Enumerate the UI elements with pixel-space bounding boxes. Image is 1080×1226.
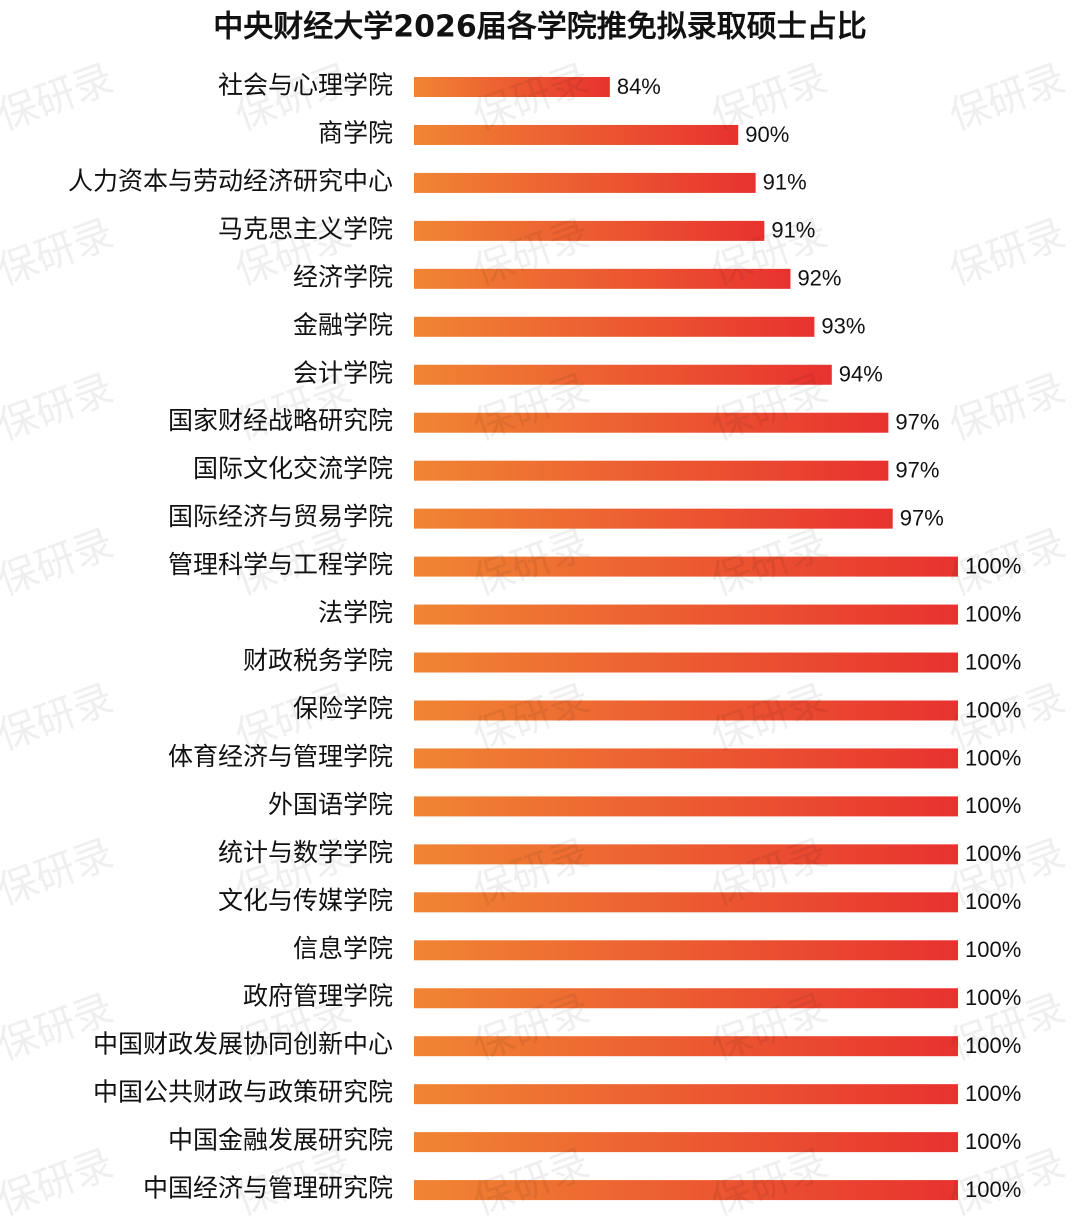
value-label: 92% — [797, 266, 841, 291]
value-label: 100% — [965, 745, 1021, 770]
value-label: 100% — [965, 985, 1021, 1010]
value-label: 100% — [965, 1129, 1021, 1154]
category-label: 文化与传媒学院 — [218, 886, 393, 915]
value-label: 100% — [965, 1177, 1021, 1202]
watermark: 保研录 — [705, 676, 833, 760]
category-label: 中国财政发展协同创新中心 — [93, 1030, 393, 1059]
bar — [414, 940, 958, 961]
value-label: 97% — [900, 505, 944, 530]
category-label: 经济学院 — [293, 262, 393, 291]
category-label: 信息学院 — [293, 934, 393, 963]
bar — [414, 1084, 958, 1105]
value-label: 93% — [821, 314, 865, 339]
value-label: 100% — [965, 553, 1021, 578]
bar — [414, 412, 889, 433]
category-label: 会计学院 — [293, 358, 393, 387]
category-label: 人力资本与劳动经济研究中心 — [68, 166, 393, 195]
category-label: 社会与心理学院 — [218, 71, 393, 100]
watermark: 保研录 — [705, 1141, 833, 1225]
category-label: 中国经济与管理研究院 — [143, 1174, 393, 1203]
category-label: 金融学院 — [293, 310, 393, 339]
bar — [414, 220, 765, 241]
category-label: 马克思主义学院 — [218, 214, 393, 243]
watermark: 保研录 — [0, 831, 120, 915]
watermark: 保研录 — [0, 1141, 120, 1225]
bar — [414, 124, 739, 145]
bar — [414, 460, 889, 481]
value-label: 100% — [965, 601, 1021, 626]
bar — [414, 892, 958, 913]
category-label: 财政税务学院 — [243, 646, 393, 675]
value-label: 100% — [965, 937, 1021, 962]
bar — [414, 77, 610, 97]
category-label: 外国语学院 — [268, 790, 393, 819]
watermark: 保研录 — [943, 56, 1071, 140]
value-label: 90% — [745, 122, 789, 147]
bar — [414, 364, 832, 385]
value-label: 100% — [965, 1081, 1021, 1106]
category-label: 中国公共财政与政策研究院 — [93, 1078, 393, 1107]
watermark: 保研录 — [229, 521, 357, 605]
bar — [414, 700, 958, 721]
watermark: 保研录 — [705, 521, 833, 605]
value-label: 100% — [965, 649, 1021, 674]
watermark: 保研录 — [0, 366, 120, 450]
bar — [414, 316, 815, 337]
watermark: 保研录 — [0, 521, 120, 605]
bar — [414, 652, 958, 673]
watermark: 保研录 — [0, 676, 120, 760]
value-label: 97% — [895, 410, 939, 435]
value-label: 100% — [965, 889, 1021, 914]
watermark: 保研录 — [943, 521, 1071, 605]
value-label: 100% — [965, 697, 1021, 722]
category-label: 体育经济与管理学院 — [168, 742, 393, 771]
category-label: 管理科学与工程学院 — [168, 550, 393, 579]
value-label: 100% — [965, 841, 1021, 866]
bar — [414, 988, 958, 1009]
value-label: 97% — [895, 457, 939, 482]
watermark: 保研录 — [467, 676, 595, 760]
category-label: 中国金融发展研究院 — [168, 1126, 393, 1155]
category-label: 政府管理学院 — [243, 982, 393, 1011]
watermark: 保研录 — [943, 366, 1071, 450]
value-label: 91% — [763, 170, 807, 195]
value-label: 100% — [965, 793, 1021, 818]
watermark: 保研录 — [0, 56, 120, 140]
bar — [414, 748, 958, 769]
category-label: 国际文化交流学院 — [193, 454, 393, 483]
value-label: 91% — [771, 218, 815, 243]
bar — [414, 268, 791, 289]
category-label: 保险学院 — [293, 694, 393, 723]
bar — [414, 556, 958, 577]
value-label: 100% — [965, 1033, 1021, 1058]
bar — [414, 604, 958, 625]
category-label: 国家财经战略研究院 — [168, 406, 393, 435]
category-label: 国际经济与贸易学院 — [168, 502, 393, 531]
bar — [414, 844, 958, 865]
watermark: 保研录 — [943, 211, 1071, 295]
category-label: 统计与数学学院 — [218, 838, 393, 867]
category-label: 商学院 — [318, 118, 393, 147]
bar — [414, 796, 958, 817]
chart-title: 中央财经大学2026届各学院推免拟录取硕士占比 — [213, 10, 867, 45]
value-label: 94% — [839, 362, 883, 387]
watermark: 保研录 — [0, 211, 120, 295]
bar — [414, 172, 756, 193]
value-label: 84% — [617, 74, 661, 99]
bar — [414, 508, 893, 529]
bar — [414, 1132, 958, 1153]
category-label: 法学院 — [318, 598, 393, 627]
bar — [414, 1180, 958, 1201]
watermark: 保研录 — [467, 521, 595, 605]
watermark: 保研录 — [467, 1141, 595, 1225]
bar — [414, 1036, 958, 1057]
